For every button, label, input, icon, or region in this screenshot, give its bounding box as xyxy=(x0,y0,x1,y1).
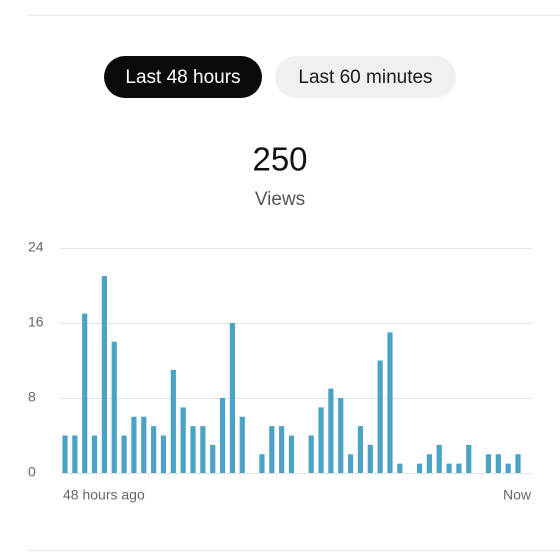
bar xyxy=(72,435,78,473)
bar xyxy=(377,360,383,473)
stat-value: 250 xyxy=(252,141,307,178)
tab-label[interactable]: Last 48 hours xyxy=(125,67,240,88)
bar xyxy=(229,323,236,473)
bar xyxy=(515,454,521,473)
tab[interactable]: Last 60 minutes xyxy=(275,56,456,98)
bar xyxy=(121,435,127,473)
bar xyxy=(101,276,107,473)
bar xyxy=(485,454,492,473)
tab-background[interactable] xyxy=(275,56,456,98)
bar xyxy=(338,398,344,473)
bar xyxy=(387,332,393,473)
y-tick-label: 8 xyxy=(28,389,36,405)
y-tick-label: 24 xyxy=(28,239,44,255)
bar xyxy=(466,444,472,473)
bar xyxy=(367,444,373,473)
bar xyxy=(495,454,501,473)
bar xyxy=(288,435,295,473)
bar xyxy=(347,454,354,473)
bar xyxy=(131,416,137,473)
bar xyxy=(259,454,265,473)
bar xyxy=(219,398,226,473)
bar xyxy=(190,426,196,473)
bar xyxy=(318,407,324,473)
bar xyxy=(239,416,245,473)
chart: 0 8 16 24 48 hours ago Now xyxy=(28,239,532,503)
bar xyxy=(180,407,186,473)
bar xyxy=(91,435,98,473)
bar xyxy=(426,454,432,473)
bar xyxy=(141,416,147,473)
tab-group: Last 48 hours Last 60 minutes xyxy=(104,56,456,98)
y-tick-label: 16 xyxy=(28,314,44,330)
tab-label[interactable]: Last 60 minutes xyxy=(298,67,432,88)
bar xyxy=(210,444,216,473)
x-tick-label: 48 hours ago xyxy=(63,487,145,503)
bar xyxy=(446,463,452,473)
y-tick-label: 0 xyxy=(28,464,36,480)
bar xyxy=(328,388,334,473)
bar xyxy=(436,444,442,473)
tab[interactable]: Last 48 hours xyxy=(104,56,262,98)
bar xyxy=(111,341,117,473)
bar xyxy=(456,463,462,473)
tab-background[interactable] xyxy=(104,56,262,98)
bar xyxy=(82,313,88,473)
bar xyxy=(279,426,285,473)
bar xyxy=(200,426,206,473)
bar xyxy=(308,435,314,473)
bar xyxy=(416,463,423,473)
stat-label: Views xyxy=(255,189,305,210)
bar xyxy=(357,426,364,473)
bar xyxy=(170,369,176,473)
bar xyxy=(160,435,167,473)
x-tick-label: Now xyxy=(503,487,532,503)
bar xyxy=(505,463,511,473)
bar xyxy=(269,426,275,473)
bar xyxy=(151,426,157,473)
bar xyxy=(397,463,403,473)
bar xyxy=(62,435,68,473)
